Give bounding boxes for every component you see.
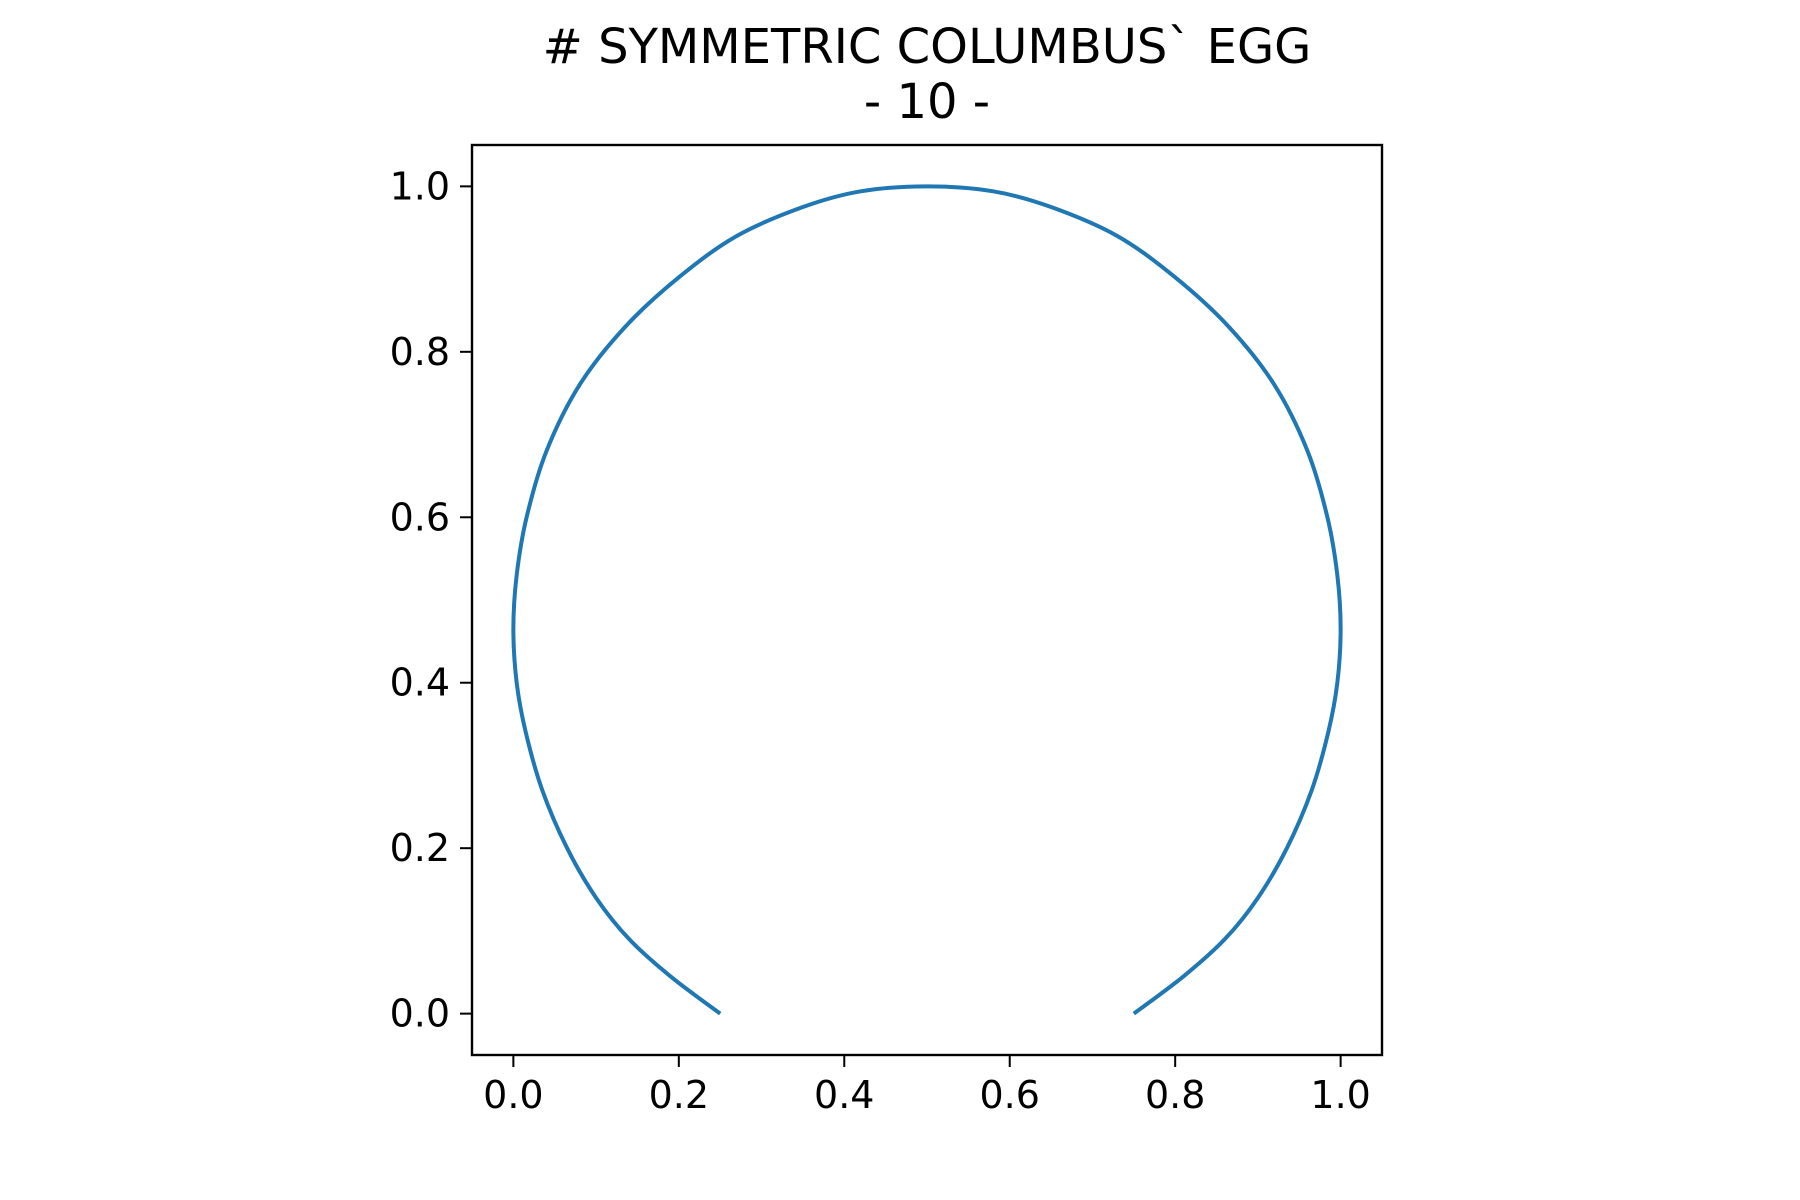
y-axis-ticks: 0.0 0.2 0.4 0.6 0.8 1.0 — [390, 164, 472, 1036]
x-tick-label: 0.8 — [1145, 1073, 1205, 1117]
plot-frame — [470, 143, 1384, 1057]
y-tick-label: 1.0 — [390, 164, 450, 208]
egg-curve-line — [511, 184, 1343, 1016]
x-tick-label: 1.0 — [1310, 1073, 1370, 1117]
x-tick-label: 0.6 — [980, 1073, 1040, 1117]
x-tick-label: 0.2 — [649, 1073, 709, 1117]
y-tick-label: 0.4 — [390, 661, 450, 705]
chart-subtitle: - 10 - — [864, 74, 990, 130]
y-tick-label: 0.2 — [390, 826, 450, 870]
y-tick-label: 0.8 — [390, 330, 450, 374]
chart-title: # SYMMETRIC COLUMBUS` EGG — [543, 19, 1312, 75]
x-tick-label: 0.0 — [483, 1073, 543, 1117]
y-tick-label: 0.6 — [390, 495, 450, 539]
x-tick-label: 0.4 — [814, 1073, 874, 1117]
x-axis-ticks: 0.0 0.2 0.4 0.6 0.8 1.0 — [483, 1055, 1371, 1117]
y-tick-label: 0.0 — [390, 992, 450, 1036]
